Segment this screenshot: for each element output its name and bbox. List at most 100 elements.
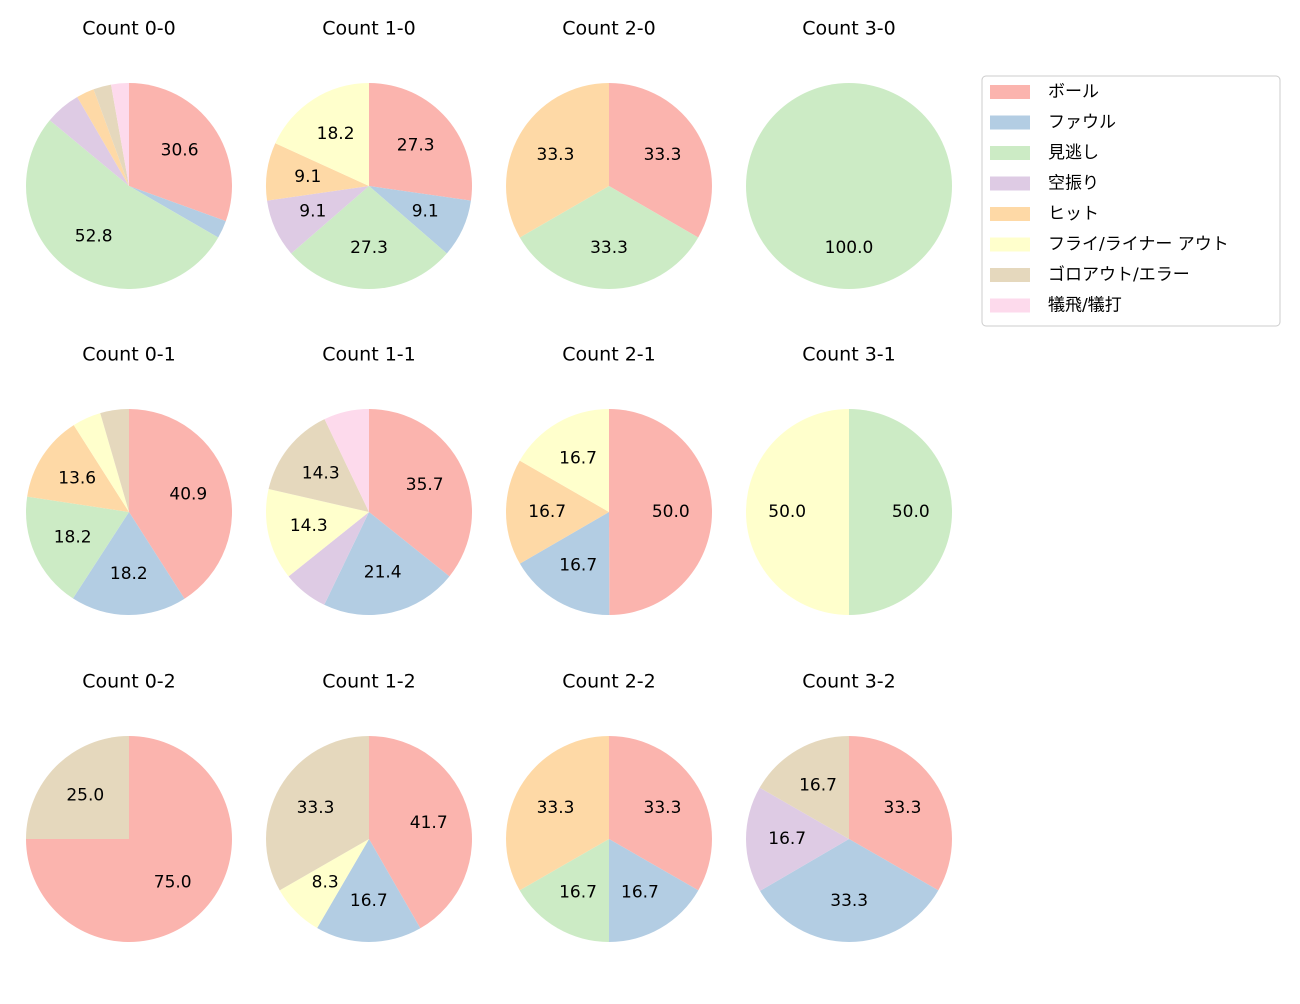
pie-slice <box>760 839 939 942</box>
legend-swatch <box>990 237 1030 252</box>
legend-swatch <box>990 298 1030 313</box>
pie-slice <box>506 736 609 891</box>
slice-label: 33.3 <box>830 891 868 911</box>
chart-title: Count 1-0 <box>322 18 416 40</box>
slice-label: 41.7 <box>410 813 448 833</box>
pie-slice <box>26 736 129 839</box>
chart-title: Count 3-1 <box>802 344 896 366</box>
pie-slice <box>73 413 129 512</box>
slice-label: 33.3 <box>537 145 575 165</box>
legend-label: 空振り <box>1048 174 1099 194</box>
slice-label: 27.3 <box>350 238 388 258</box>
pie-slice <box>49 96 129 186</box>
pie-slice <box>609 839 699 942</box>
pie-slice <box>129 409 233 599</box>
pie-slice <box>111 83 129 186</box>
slice-label: 18.2 <box>54 527 92 547</box>
pie-slice <box>324 409 369 512</box>
chart-title: Count 3-2 <box>802 671 896 693</box>
legend-label: ヒット <box>1048 204 1099 224</box>
pie-slice <box>369 409 473 577</box>
chart-title: Count 2-2 <box>562 671 656 693</box>
chart-title: Count 0-0 <box>82 18 176 40</box>
pie-slice <box>72 512 185 616</box>
pie-slice <box>26 496 130 599</box>
slice-label: 9.1 <box>299 202 326 222</box>
chart-title: Count 0-2 <box>82 671 176 693</box>
slice-label: 52.8 <box>75 227 113 247</box>
slice-label: 18.2 <box>110 564 148 584</box>
pie-slice <box>506 460 609 564</box>
slice-label: 16.7 <box>559 448 597 468</box>
slice-label: 18.2 <box>317 124 355 144</box>
pie-slice <box>266 143 369 201</box>
slice-label: 16.7 <box>350 891 388 911</box>
slice-label: 14.3 <box>290 516 328 536</box>
legend-label: ボール <box>1048 82 1099 102</box>
pie-slice <box>609 409 713 615</box>
pie-slice <box>27 425 129 512</box>
slice-label: 13.6 <box>58 468 96 488</box>
legend-label: ファウル <box>1048 113 1116 133</box>
pie-slice <box>77 89 129 186</box>
legend-swatch <box>990 85 1030 99</box>
chart-title: Count 2-0 <box>562 18 656 40</box>
pie-slice <box>93 84 129 186</box>
slice-label: 33.3 <box>537 798 575 818</box>
pie-slice <box>369 736 472 929</box>
pie-slice <box>25 120 219 290</box>
slice-label: 50.0 <box>892 502 930 522</box>
slice-label: 30.6 <box>161 141 199 161</box>
pie-slice <box>759 736 849 839</box>
pie-slice <box>291 186 447 289</box>
legend-swatch <box>990 207 1030 221</box>
slice-label: 16.7 <box>621 882 659 902</box>
slice-label: 33.3 <box>590 238 628 258</box>
chart-title: Count 0-1 <box>82 344 176 366</box>
slice-label: 75.0 <box>154 873 192 893</box>
legend-box <box>981 75 1281 327</box>
pie-slice <box>369 186 471 254</box>
legend-label: 犠飛/犠打 <box>1048 296 1122 316</box>
slice-label: 35.7 <box>406 475 444 495</box>
pie-slice <box>746 787 849 891</box>
legend-swatch <box>990 146 1030 160</box>
pie-slice <box>266 489 369 577</box>
legend-label: ゴロアウト/エラー <box>1048 264 1190 285</box>
slice-label: 16.7 <box>768 829 806 849</box>
pie-slice <box>129 186 226 238</box>
pie-slice <box>324 512 450 615</box>
pie-slice <box>849 409 952 615</box>
pie-slice <box>100 409 129 512</box>
pie-slice <box>267 186 369 254</box>
pie-slice <box>279 839 369 928</box>
pie-slice <box>746 409 849 615</box>
slice-label: 14.3 <box>302 463 340 483</box>
pie-slice <box>519 186 699 289</box>
pie-slice <box>288 512 369 605</box>
slice-label: 16.7 <box>528 502 566 522</box>
pie-slice <box>609 83 712 238</box>
pie-slice <box>506 83 609 238</box>
chart-title: Count 3-0 <box>802 18 896 40</box>
legend-label: 見逃し <box>1048 143 1099 163</box>
chart-title: Count 1-2 <box>322 671 416 693</box>
legend-swatch <box>990 115 1030 130</box>
slice-label: 40.9 <box>169 485 207 505</box>
chart-title: Count 2-1 <box>562 344 656 366</box>
legend-swatch <box>990 268 1030 282</box>
pie-slice <box>519 512 610 615</box>
legend-label: フライ/ライナー アウト <box>1048 235 1229 255</box>
chart-title: Count 1-1 <box>322 344 416 366</box>
slice-label: 9.1 <box>294 167 321 187</box>
pie-slice <box>519 409 609 512</box>
slice-label: 21.4 <box>364 562 402 582</box>
slice-label: 100.0 <box>825 238 874 258</box>
slice-label: 16.7 <box>799 776 837 796</box>
pie-slice <box>129 83 232 222</box>
slice-label: 33.3 <box>297 798 335 818</box>
pie-slice <box>317 839 421 942</box>
pie-slice <box>275 83 369 186</box>
slice-label: 9.1 <box>412 202 439 222</box>
